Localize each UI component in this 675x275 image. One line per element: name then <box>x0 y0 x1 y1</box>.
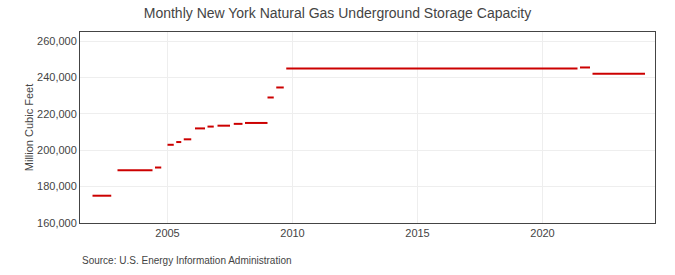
svg-text:2010: 2010 <box>280 227 304 239</box>
svg-text:Monthly New York Natural Gas U: Monthly New York Natural Gas Underground… <box>144 5 532 21</box>
svg-text:160,000: 160,000 <box>37 217 77 229</box>
svg-text:2020: 2020 <box>530 227 554 239</box>
svg-text:2005: 2005 <box>155 227 179 239</box>
svg-text:220,000: 220,000 <box>37 108 77 120</box>
svg-text:200,000: 200,000 <box>37 144 77 156</box>
svg-text:Million Cubic Feet: Million Cubic Feet <box>23 84 35 171</box>
svg-text:240,000: 240,000 <box>37 71 77 83</box>
svg-text:180,000: 180,000 <box>37 180 77 192</box>
svg-text:2015: 2015 <box>405 227 429 239</box>
svg-text:260,000: 260,000 <box>37 35 77 47</box>
svg-text:Source: U.S. Energy Informatio: Source: U.S. Energy Information Administ… <box>82 255 292 266</box>
